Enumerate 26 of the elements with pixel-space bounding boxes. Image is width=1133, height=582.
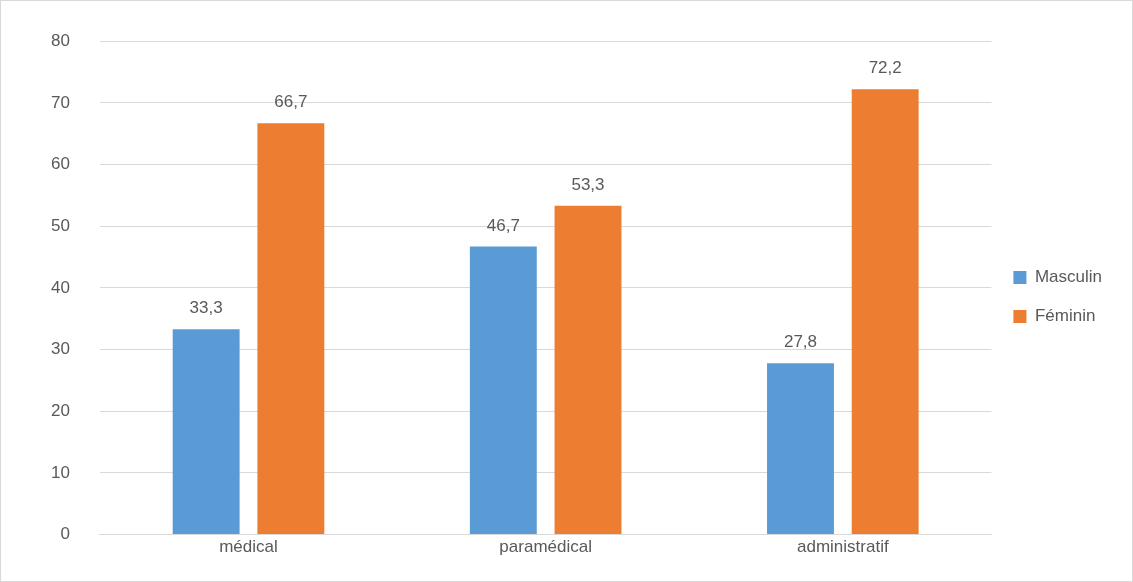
data-label: 46,7 bbox=[486, 215, 520, 235]
y-tick-label: 40 bbox=[50, 277, 70, 297]
y-tick-label: 20 bbox=[50, 400, 70, 420]
bar bbox=[469, 246, 537, 535]
y-tick-label: 70 bbox=[50, 92, 70, 112]
data-label: 72,2 bbox=[868, 58, 902, 78]
bar bbox=[851, 89, 919, 535]
legend-label: Masculin bbox=[1034, 267, 1103, 287]
y-tick-label: 0 bbox=[60, 524, 70, 544]
bar bbox=[172, 329, 240, 535]
bar bbox=[554, 205, 622, 535]
y-tick-label: 30 bbox=[50, 339, 70, 359]
bar bbox=[767, 363, 834, 535]
y-tick-label: 10 bbox=[50, 462, 70, 482]
y-tick-label: 80 bbox=[50, 30, 70, 50]
data-label: 66,7 bbox=[274, 92, 308, 112]
x-tick-label: médical bbox=[219, 537, 278, 557]
x-tick-label: administratif bbox=[797, 537, 889, 557]
data-label: 27,8 bbox=[783, 332, 818, 352]
bar bbox=[257, 123, 325, 535]
data-label: 53,3 bbox=[571, 175, 605, 195]
y-tick-label: 60 bbox=[50, 154, 70, 174]
y-tick-label: 50 bbox=[50, 215, 70, 235]
data-label: 33,3 bbox=[189, 298, 223, 318]
x-tick-label: paramédical bbox=[499, 537, 592, 557]
legend-label: Féminin bbox=[1034, 306, 1096, 326]
